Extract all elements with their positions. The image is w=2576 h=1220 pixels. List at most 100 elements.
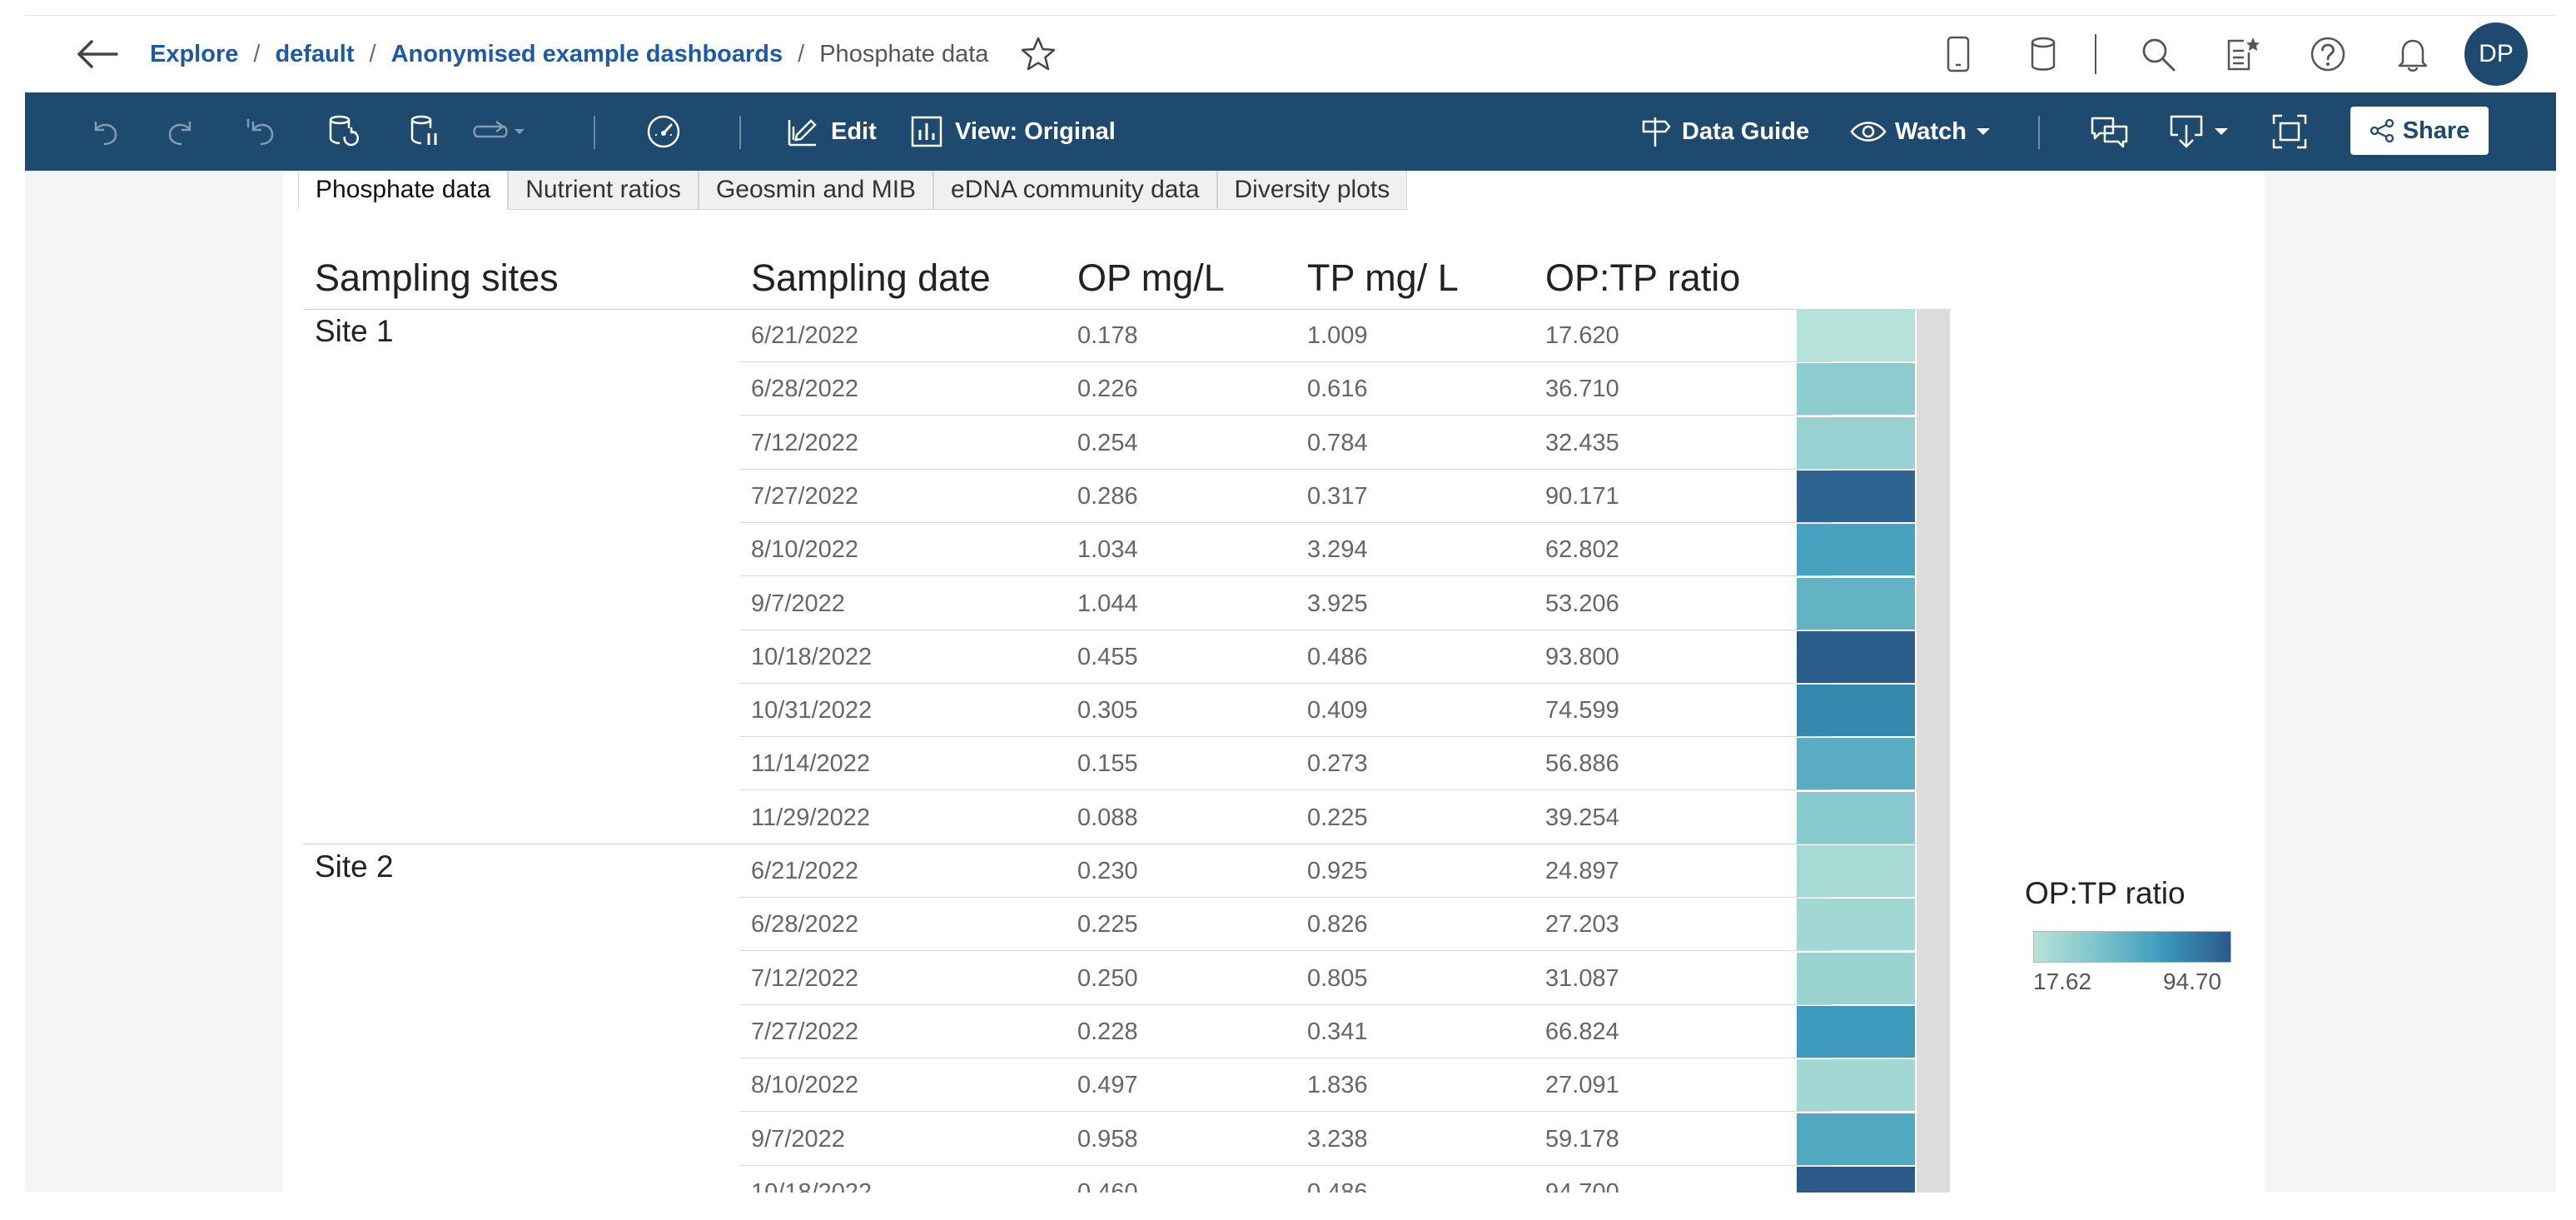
tp-cell: 0.784 [1307, 429, 1368, 456]
ratio-color-swatch[interactable] [1797, 524, 1915, 576]
breadcrumb-default[interactable]: default [275, 40, 355, 67]
ratio-cell: 94.700 [1545, 1178, 1619, 1193]
sampling-date-cell: 6/21/2022 [751, 322, 859, 349]
table-row[interactable]: 6/21/2022 0.178 1.009 17.620 [283, 309, 2265, 362]
watch-button[interactable]: Watch [1850, 92, 1992, 171]
header-actions: DP [1897, 22, 2528, 86]
ratio-color-swatch[interactable] [1797, 310, 1915, 361]
tp-cell: 0.616 [1307, 376, 1368, 403]
search-icon[interactable] [2135, 31, 2181, 77]
table-row[interactable]: 9/7/2022 0.958 3.238 59.178 [283, 1113, 2265, 1166]
table-row[interactable]: 9/7/2022 1.044 3.925 53.206 [283, 577, 2265, 630]
tab-nutrient-ratios[interactable]: Nutrient ratios [508, 171, 699, 210]
revert-icon[interactable] [243, 92, 276, 171]
column-header-date: Sampling date [751, 256, 991, 299]
row-divider [739, 361, 1832, 362]
table-row[interactable]: 6/21/2022 0.230 0.925 24.897 [283, 844, 2265, 898]
sampling-date-cell: 10/31/2022 [751, 697, 873, 725]
legend-max-label: 94.70 [2163, 969, 2222, 994]
sampling-date-cell: 7/27/2022 [751, 482, 859, 510]
tp-cell: 3.294 [1307, 536, 1368, 564]
ratio-color-swatch[interactable] [1797, 1166, 1915, 1193]
table-row[interactable]: 7/27/2022 0.286 0.317 90.171 [283, 470, 2265, 523]
breadcrumb-separator: / [253, 40, 261, 67]
ratio-color-swatch[interactable] [1797, 1059, 1915, 1112]
ratio-color-swatch[interactable] [1797, 1113, 1915, 1165]
back-arrow-icon[interactable] [75, 37, 120, 71]
share-button[interactable]: Share [2350, 107, 2489, 155]
op-cell: 0.226 [1077, 376, 1138, 403]
table-row[interactable]: 6/28/2022 0.225 0.826 27.203 [283, 898, 2265, 952]
ratio-color-swatch[interactable] [1797, 791, 1915, 844]
sampling-date-cell: 7/12/2022 [751, 429, 859, 456]
refresh-data-icon[interactable] [326, 92, 360, 171]
undo-icon[interactable] [87, 92, 121, 171]
table-scrollbar[interactable] [1917, 309, 1950, 1193]
sampling-date-cell: 6/28/2022 [751, 911, 859, 939]
op-cell: 0.250 [1077, 964, 1138, 992]
table-row[interactable]: 6/28/2022 0.226 0.616 36.710 [283, 362, 2265, 416]
table-row[interactable]: 7/27/2022 0.228 0.341 66.824 [283, 1005, 2265, 1058]
op-cell: 0.225 [1077, 911, 1138, 939]
fullscreen-icon[interactable] [2271, 92, 2308, 171]
tab-geosmin-mib[interactable]: Geosmin and MIB [698, 171, 934, 210]
table-row[interactable]: 8/10/2022 1.034 3.294 62.802 [283, 523, 2265, 577]
dashboard-canvas: Phosphate data Nutrient ratios Geosmin a… [25, 171, 2556, 1193]
view-original-button[interactable]: View: Original [910, 92, 1116, 171]
user-avatar[interactable]: DP [2464, 22, 2528, 86]
table-row[interactable]: 11/29/2022 0.088 0.225 39.254 [283, 791, 2265, 844]
top-border [25, 15, 2556, 16]
presentation-mode-icon[interactable] [471, 92, 530, 171]
share-icon [2370, 118, 2394, 143]
mobile-device-icon[interactable] [1935, 31, 1982, 77]
ratio-color-swatch[interactable] [1797, 577, 1915, 630]
ratio-color-swatch[interactable] [1797, 363, 1915, 416]
redo-icon[interactable] [165, 92, 198, 171]
op-cell: 0.230 [1077, 858, 1138, 884]
ratio-color-swatch[interactable] [1797, 738, 1915, 790]
favorites-list-icon[interactable] [2220, 31, 2266, 77]
op-cell: 0.958 [1077, 1125, 1138, 1153]
table-row[interactable]: 10/18/2022 0.455 0.486 93.800 [283, 630, 2265, 684]
tab-edna-community-data[interactable]: eDNA community data [933, 171, 1217, 210]
ratio-cell: 56.886 [1545, 750, 1619, 778]
help-icon[interactable] [2305, 31, 2351, 77]
breadcrumb-project[interactable]: Anonymised example dashboards [390, 40, 783, 67]
table-row[interactable]: 10/31/2022 0.305 0.409 74.599 [283, 684, 2265, 738]
tp-cell: 0.805 [1307, 964, 1368, 992]
op-cell: 0.155 [1077, 750, 1138, 778]
ratio-color-swatch[interactable] [1797, 1005, 1915, 1058]
dashboard: Phosphate data Nutrient ratios Geosmin a… [283, 171, 2265, 1193]
ratio-cell: 90.171 [1545, 482, 1619, 510]
sampling-date-cell: 7/27/2022 [751, 1018, 859, 1045]
tp-cell: 0.486 [1307, 643, 1368, 670]
ratio-color-swatch[interactable] [1797, 470, 1915, 522]
ratio-color-swatch[interactable] [1797, 416, 1915, 469]
data-guide-button[interactable]: Data Guide [1639, 92, 1809, 171]
comments-icon[interactable] [2090, 92, 2130, 171]
ratio-cell: 27.203 [1545, 911, 1619, 939]
tab-phosphate-data[interactable]: Phosphate data [298, 171, 509, 209]
table-row[interactable]: 11/14/2022 0.155 0.273 56.886 [283, 737, 2265, 791]
edit-button[interactable]: Edit [786, 92, 877, 171]
ratio-color-swatch[interactable] [1797, 845, 1915, 897]
table-row[interactable]: 7/12/2022 0.250 0.805 31.087 [283, 952, 2265, 1005]
table-row[interactable]: 7/12/2022 0.254 0.784 32.435 [283, 416, 2265, 470]
metrics-gauge-icon[interactable] [645, 92, 682, 171]
favorite-star-icon[interactable] [1020, 36, 1057, 72]
ratio-color-swatch[interactable] [1797, 899, 1915, 951]
ratio-color-swatch[interactable] [1797, 630, 1915, 683]
table-row[interactable]: 10/18/2022 0.460 0.486 94.700 [283, 1166, 2265, 1193]
bar-chart-icon [911, 116, 942, 147]
ratio-color-swatch[interactable] [1797, 685, 1915, 737]
notifications-bell-icon[interactable] [2390, 31, 2436, 77]
column-header-sites: Sampling sites [315, 256, 559, 299]
table-row[interactable]: 8/10/2022 0.497 1.836 27.091 [283, 1058, 2265, 1113]
data-source-icon[interactable] [2020, 31, 2066, 77]
row-divider [739, 897, 1832, 898]
download-button[interactable] [2168, 92, 2230, 171]
pause-updates-icon[interactable] [408, 92, 441, 171]
ratio-color-swatch[interactable] [1797, 952, 1915, 1004]
tab-diversity-plots[interactable]: Diversity plots [1216, 171, 1408, 210]
breadcrumb-explore[interactable]: Explore [150, 40, 239, 67]
